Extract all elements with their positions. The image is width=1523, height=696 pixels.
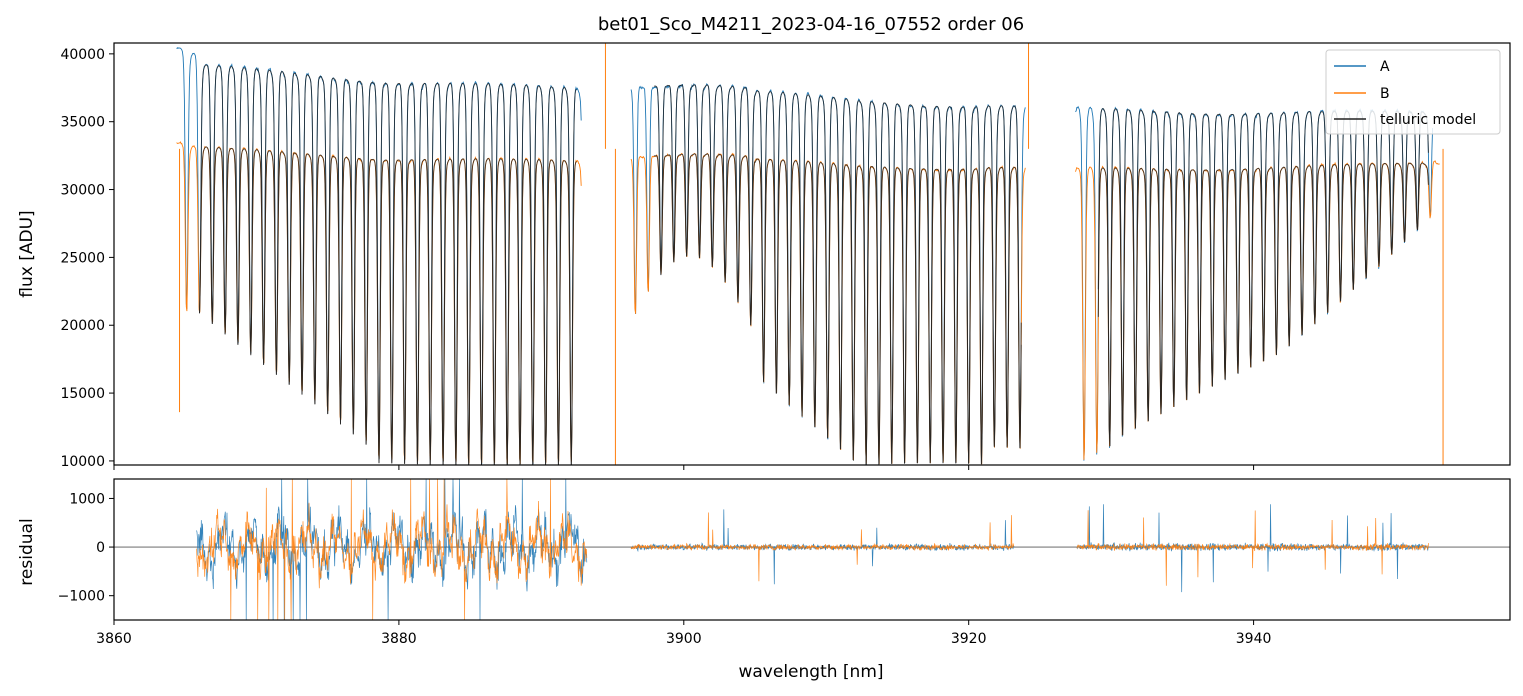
flux-y-tick-label-4: 30000 <box>60 183 105 199</box>
residual-y-tick-label-0: −1000 <box>58 589 105 605</box>
model-a-segment-1 <box>653 84 1022 465</box>
flux-y-tick-label-5: 35000 <box>60 115 105 131</box>
flux-y-tick-label-1: 15000 <box>60 386 105 402</box>
legend-label-model: telluric model <box>1380 112 1476 128</box>
flux-y-tick-label-3: 25000 <box>60 250 105 266</box>
residual-x-tick-label-1: 3880 <box>381 631 417 647</box>
flux-axes-frame <box>113 42 1511 466</box>
chart-title: bet01_Sco_M4211_2023-04-16_07552 order 0… <box>598 14 1024 35</box>
residual-x-tick-label-4: 3940 <box>1236 631 1272 647</box>
residual-x-tick-label-2: 3900 <box>666 631 702 647</box>
legend-label-b: B <box>1380 86 1390 102</box>
residual-axes-frame <box>113 478 1511 621</box>
flux-y-ticks: 10000 15000 20000 25000 30000 35000 40000 <box>60 47 114 470</box>
residual-series-1-segment-0 <box>196 478 588 621</box>
flux-x-ticks <box>113 465 1255 470</box>
residual-x-tick-label-3: 3920 <box>951 631 987 647</box>
residual-panel: −1000 0 1000 3860 3880 3900 3920 3940 residual… <box>17 478 1511 682</box>
flux-panel: 10000 15000 20000 25000 30000 35000 40000 flux… <box>17 42 1511 470</box>
flux-y-tick-label-6: 40000 <box>60 47 105 63</box>
residual-y-tick-label-1: 0 <box>96 540 105 556</box>
residual-y-ticks: −1000 0 1000 <box>58 491 114 605</box>
residual-y-tick-label-2: 1000 <box>69 491 105 507</box>
model-b-segment-2 <box>1097 162 1429 447</box>
model-b-segment-0 <box>199 146 577 466</box>
legend-box <box>1325 49 1501 135</box>
flux-y-axis-label: flux [ADU] <box>17 210 37 297</box>
residual-y-axis-label: residual <box>17 518 37 585</box>
residual-series-group <box>114 478 1510 621</box>
x-axis-label: wavelength [nm] <box>738 662 883 682</box>
residual-series-1-segment-2 <box>1076 510 1430 586</box>
residual-series-1-segment-1 <box>630 512 1015 582</box>
residual-x-ticks: 3860 3880 3900 3920 3940 <box>96 620 1271 647</box>
flux-y-tick-label-0: 10000 <box>60 454 105 470</box>
legend: A B telluric model <box>1325 49 1501 135</box>
residual-x-tick-label-0: 3860 <box>96 631 132 647</box>
flux-y-tick-label-2: 20000 <box>60 318 105 334</box>
model-b-segment-1 <box>653 153 1022 465</box>
legend-label-a: A <box>1380 59 1390 75</box>
